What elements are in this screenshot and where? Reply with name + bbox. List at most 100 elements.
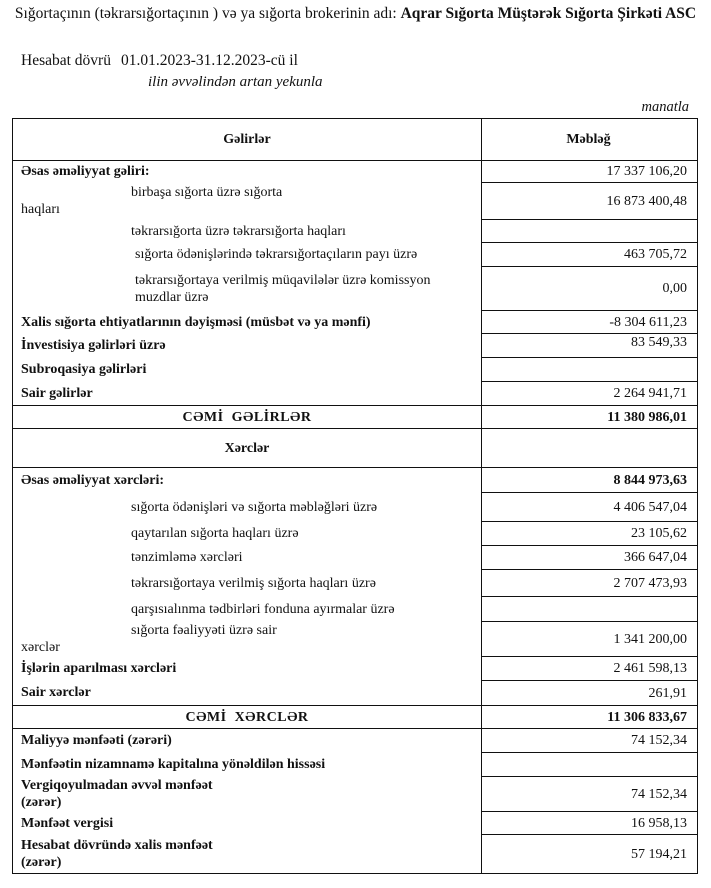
row-amount: 366 647,04	[481, 545, 698, 570]
row-label: sığorta ödənişləri və sığorta məbləğləri…	[12, 492, 482, 522]
row-label-line: Subroqasiya gəlirləri	[21, 362, 147, 377]
row-label-line: Mənfəət vergisi	[21, 815, 114, 831]
row-amount: 1 341 200,00	[481, 621, 698, 657]
row-label-line: CƏMİ GƏLİRLƏR	[182, 409, 312, 425]
row-label: Mənfəətin nizamnamə kapitalına yönəldilə…	[12, 752, 482, 777]
table-row: sığorta ödənişlərində təkrarsığortaçılar…	[12, 242, 698, 267]
row-label: Əsas əməliyyat xərcləri:	[12, 467, 482, 493]
row-label-line: Əsas əməliyyat xərcləri:	[21, 472, 165, 488]
row-amount: 23 105,62	[481, 521, 698, 546]
row-label-line: Xalis sığorta ehtiyatlarının dəyişməsi (…	[21, 314, 371, 330]
table-row: Sair xərclər 261,91	[12, 680, 698, 706]
row-label-line: qaytarılan sığorta haqları üzrə	[131, 526, 299, 541]
row-amount: 83 549,33	[481, 333, 698, 358]
row-label-line: Xərclər	[224, 440, 270, 456]
row-amount: 0,00	[481, 266, 698, 311]
row-amount	[481, 428, 698, 468]
row-label-line: birbaşa sığorta üzrə sığorta	[131, 185, 283, 200]
row-label-line: təkrarsığortaya verilmiş sığorta haqları…	[131, 575, 376, 591]
row-amount	[481, 752, 698, 777]
table-row: Mənfəətin nizamnamə kapitalına yönəldilə…	[12, 752, 698, 777]
row-label: Mənfəət vergisi	[12, 811, 482, 835]
row-label: Xərclər	[12, 428, 482, 468]
row-amount: 11 380 986,01	[481, 405, 698, 429]
table-row: Əsas əməliyyat xərcləri: 8 844 973,63	[12, 467, 698, 493]
row-label: təkrarsığortaya verilmiş müqavilələr üzr…	[12, 266, 482, 311]
row-label: sığorta ödənişlərində təkrarsığortaçılar…	[12, 242, 482, 267]
row-label: Əsas əməliyyat gəliri:	[12, 160, 482, 183]
row-amount: 261,91	[481, 680, 698, 706]
table-row: sığorta fəaliyyəti üzrə sair xərclər 1 341…	[12, 621, 698, 657]
table-row: sığorta ödənişləri və sığorta məbləğləri…	[12, 492, 698, 522]
row-label: tənzimləmə xərcləri	[12, 545, 482, 570]
row-label-line: muzdlar üzrə	[135, 289, 209, 305]
table-row: tənzimləmə xərcləri 366 647,04	[12, 545, 698, 570]
row-amount: 2 461 598,13	[481, 656, 698, 681]
row-label: Sair gəlirlər	[12, 381, 482, 406]
row-label-line: CƏMİ XƏRCLƏR	[185, 709, 309, 725]
row-label-line: (zərər)	[21, 854, 62, 870]
table-row: Vergiqoyulmadan əvvəl mənfəət (zərər) 74 1…	[12, 776, 698, 812]
row-label-line: xərclər	[21, 640, 60, 655]
table-row: qaytarılan sığorta haqları üzrə 23 105,62	[12, 521, 698, 546]
row-label-line: Əsas əməliyyat gəliri:	[21, 164, 150, 180]
row-label-line: Vergiqoyulmadan əvvəl mənfəət	[21, 778, 213, 793]
row-label: Maliyyə mənfəəti (zərəri)	[12, 728, 482, 753]
row-label: qarşısıalınma tədbirləri fonduna ayırmal…	[12, 596, 482, 622]
table-row: Subroqasiya gəlirləri	[12, 357, 698, 382]
reporting-period: Hesabat dövrü 01.01.2023-31.12.2023-cü il	[21, 52, 298, 70]
row-label: CƏMİ GƏLİRLƏR	[12, 405, 482, 429]
currency-unit: manatla	[641, 99, 689, 115]
table-row: təkrarsığortaya verilmiş müqavilələr üzr…	[12, 266, 698, 311]
row-label: İnvestisiya gəlirləri üzrə	[12, 333, 482, 358]
income-statement-table: Gəlirlər Məbləğ Əsas əməliyyat gəliri: 17…	[12, 118, 698, 874]
row-amount: 463 705,72	[481, 242, 698, 267]
row-amount: 8 844 973,63	[481, 467, 698, 493]
row-label-line: Sair xərclər	[21, 685, 91, 701]
table-row: Xərclər	[12, 428, 698, 468]
row-amount: 57 194,21	[481, 834, 698, 874]
row-amount	[481, 357, 698, 382]
table-row: İşlərin aparılması xərcləri 2 461 598,13	[12, 656, 698, 681]
column-header-amount: Məbləğ	[481, 118, 698, 161]
title-prefix: Sığortaçının (təkrarsığortaçının ) və ya…	[14, 5, 401, 22]
table-row: Mənfəət vergisi 16 958,13	[12, 811, 698, 835]
row-amount: 11 306 833,67	[481, 705, 698, 729]
row-label-line: Maliyyə mənfəəti (zərəri)	[21, 733, 172, 749]
period-value: 01.01.2023-31.12.2023-cü il	[120, 52, 298, 69]
row-label: Subroqasiya gəlirləri	[12, 357, 482, 382]
row-label: İşlərin aparılması xərcləri	[12, 656, 482, 681]
company-name: Aqrar Sığorta Müştərək Sığorta Şirkəti A…	[400, 5, 697, 22]
table-row: Maliyyə mənfəəti (zərəri) 74 152,34	[12, 728, 698, 753]
row-label-line: tənzimləmə xərcləri	[131, 550, 243, 565]
row-amount: 2 264 941,71	[481, 381, 698, 406]
row-amount: 16 958,13	[481, 811, 698, 835]
row-label: birbaşa sığorta üzrə sığorta haqları	[12, 182, 482, 220]
row-amount	[481, 596, 698, 622]
row-label: təkrarsığorta üzrə təkrarsığorta haqları	[12, 219, 482, 243]
row-amount: 2 707 473,93	[481, 569, 698, 597]
row-label-line: təkrarsığortaya verilmiş müqavilələr üzr…	[135, 272, 431, 288]
row-label: Hesabat dövründə xalis mənfəət (zərər)	[12, 834, 482, 874]
row-label-line: (zərər)	[21, 795, 62, 810]
table-row: Xalis sığorta ehtiyatlarının dəyişməsi (…	[12, 310, 698, 334]
row-label-line: təkrarsığorta üzrə təkrarsığorta haqları	[131, 223, 346, 239]
row-label: qaytarılan sığorta haqları üzrə	[12, 521, 482, 546]
table-row: təkrarsığorta üzrə təkrarsığorta haqları	[12, 219, 698, 243]
report-title: Sığortaçının (təkrarsığortaçının ) və ya…	[0, 4, 711, 24]
row-amount: 74 152,34	[481, 776, 698, 812]
row-label: sığorta fəaliyyəti üzrə sair xərclər	[12, 621, 482, 657]
row-label: CƏMİ XƏRCLƏR	[12, 705, 482, 729]
table-row: Sair gəlirlər 2 264 941,71	[12, 381, 698, 406]
row-amount: 16 873 400,48	[481, 182, 698, 220]
row-label-line: sığorta fəaliyyəti üzrə sair	[131, 623, 277, 638]
row-label-line: sığorta ödənişlərində təkrarsığortaçılar…	[135, 247, 418, 262]
row-label: Xalis sığorta ehtiyatlarının dəyişməsi (…	[12, 310, 482, 334]
row-amount: -8 304 611,23	[481, 310, 698, 334]
row-label: Sair xərclər	[12, 680, 482, 706]
row-label: Vergiqoyulmadan əvvəl mənfəət (zərər)	[12, 776, 482, 812]
table-row: CƏMİ GƏLİRLƏR 11 380 986,01	[12, 405, 698, 429]
row-label-line: Hesabat dövründə xalis mənfəət	[21, 837, 213, 853]
row-label-line: İşlərin aparılması xərcləri	[21, 661, 177, 676]
row-amount: 17 337 106,20	[481, 160, 698, 183]
